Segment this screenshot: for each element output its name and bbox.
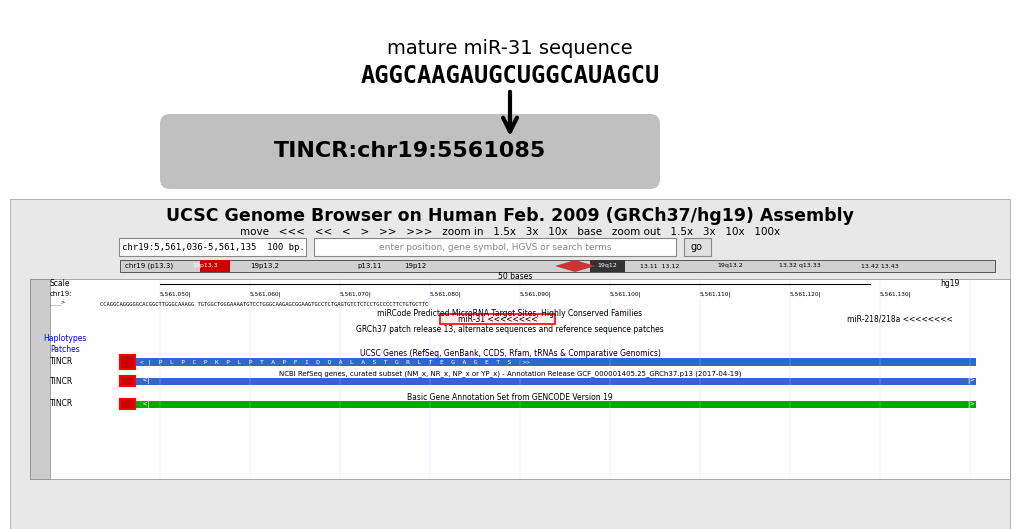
Bar — [136, 378, 975, 385]
Text: 13.42 13.43: 13.42 13.43 — [860, 263, 898, 269]
FancyBboxPatch shape — [10, 199, 1009, 529]
Text: 5,561,100|: 5,561,100| — [609, 291, 641, 297]
Text: 19p12: 19p12 — [404, 263, 426, 269]
Text: TINCR: TINCR — [50, 377, 73, 386]
Text: AGGCAAGAUGCUGGCAUAGCU: AGGCAAGAUGCUGGCAUAGCU — [360, 64, 659, 88]
Bar — [200, 260, 229, 272]
Text: Basic Gene Annotation Set from GENCODE Version 19: Basic Gene Annotation Set from GENCODE V… — [407, 393, 612, 402]
Text: hg19: hg19 — [940, 279, 959, 288]
FancyBboxPatch shape — [684, 238, 710, 256]
Bar — [589, 260, 625, 272]
Text: <|: <| — [143, 378, 152, 385]
Text: <|: <| — [143, 400, 152, 407]
Bar — [30, 279, 50, 479]
Text: 13.11  13.12: 13.11 13.12 — [640, 263, 679, 269]
Text: chr19:5,561,036-5,561,135  100 bp.: chr19:5,561,036-5,561,135 100 bp. — [121, 242, 304, 251]
Text: 50 bases: 50 bases — [497, 272, 532, 281]
FancyBboxPatch shape — [314, 238, 676, 256]
Text: p13.11: p13.11 — [358, 263, 382, 269]
Text: 5,561,050|: 5,561,050| — [160, 291, 192, 297]
Text: enter position, gene symbol, HGVS or search terms: enter position, gene symbol, HGVS or sea… — [378, 242, 610, 251]
Text: Scale: Scale — [50, 279, 70, 288]
Bar — [136, 401, 975, 408]
Text: miR-31 <<<<<<<<: miR-31 <<<<<<<< — [458, 315, 537, 324]
Text: 13.32 q13.33: 13.32 q13.33 — [779, 263, 820, 269]
Text: GRCh37 patch release 13, alternate sequences and reference sequence patches: GRCh37 patch release 13, alternate seque… — [356, 324, 663, 333]
Text: |>: |> — [966, 378, 974, 385]
FancyBboxPatch shape — [160, 114, 659, 189]
Text: 5,561,130|: 5,561,130| — [879, 291, 911, 297]
Text: 5,561,090|: 5,561,090| — [520, 291, 551, 297]
Text: NCBI RefSeq genes, curated subset (NM_x, NR_x, NP_x or YP_x) - Annotation Releas: NCBI RefSeq genes, curated subset (NM_x,… — [278, 371, 741, 377]
Text: UCSC Genes (RefSeq, GenBank, CCDS, Rfam, tRNAs & Comparative Genomics): UCSC Genes (RefSeq, GenBank, CCDS, Rfam,… — [360, 350, 659, 359]
Text: UCSC Genome Browser on Human Feb. 2009 (GRCh37/hg19) Assembly: UCSC Genome Browser on Human Feb. 2009 (… — [166, 207, 853, 225]
Bar — [120, 376, 135, 386]
Bar — [136, 358, 975, 366]
Text: miR-218/218a <<<<<<<<: miR-218/218a <<<<<<<< — [847, 315, 952, 324]
Text: 19p13.3: 19p13.3 — [192, 263, 218, 269]
Text: 5,561,060|: 5,561,060| — [250, 291, 281, 297]
Polygon shape — [554, 260, 594, 272]
FancyBboxPatch shape — [119, 238, 306, 256]
Text: |>: |> — [966, 400, 974, 407]
Text: go: go — [690, 242, 702, 252]
Text: 19q13.2: 19q13.2 — [716, 263, 742, 269]
Text: 5,561,070|: 5,561,070| — [339, 291, 371, 297]
Text: 19q12: 19q12 — [596, 263, 616, 269]
FancyBboxPatch shape — [120, 260, 994, 272]
Bar — [30, 279, 1009, 479]
Text: chr19:: chr19: — [50, 291, 72, 297]
Text: mature miR-31 sequence: mature miR-31 sequence — [387, 39, 632, 58]
Text: miRCode Predicted MicroRNA Target Sites, Highly Conserved Families: miRCode Predicted MicroRNA Target Sites,… — [377, 308, 642, 317]
Text: chr19 (p13.3): chr19 (p13.3) — [125, 263, 173, 269]
Text: 5,561,080|: 5,561,080| — [430, 291, 462, 297]
Text: ___>: ___> — [50, 302, 65, 306]
Text: TINCR: TINCR — [50, 399, 73, 408]
Bar — [120, 399, 135, 409]
Bar — [439, 314, 554, 324]
Bar — [120, 355, 135, 369]
Text: TINCR:chr19:5561085: TINCR:chr19:5561085 — [274, 141, 545, 161]
Text: 5,561,120|: 5,561,120| — [790, 291, 821, 297]
Text: 5,561,110|: 5,561,110| — [699, 291, 731, 297]
Text: move   <<<   <<   <   >   >>   >>>   zoom in   1.5x   3x   10x   base   zoom out: move <<< << < > >> >>> zoom in 1.5x 3x 1… — [239, 227, 780, 237]
Text: 19p13.2: 19p13.2 — [251, 263, 279, 269]
Text: TINCR: TINCR — [50, 358, 73, 367]
Text: CCAGGCAGGGGGCACGGCTTGGGCAAAGG TGTGGCTGGGAAAATGTCCTGGGCAAGAGCGGAAGTGCCTCTGAGTGTCT: CCAGGCAGGGGGCACGGCTTGGGCAAAGG TGTGGCTGGG… — [100, 302, 428, 306]
Text: Haplotypes
Patches: Haplotypes Patches — [43, 334, 87, 354]
Text: < |  P  L  P  C  P  K  P  L  P  T  A  P  F  I  D  Q  A  L  A  S  T  G  R  L  T  : < | P L P C P K P L P T A P F I D Q A L … — [140, 359, 530, 365]
